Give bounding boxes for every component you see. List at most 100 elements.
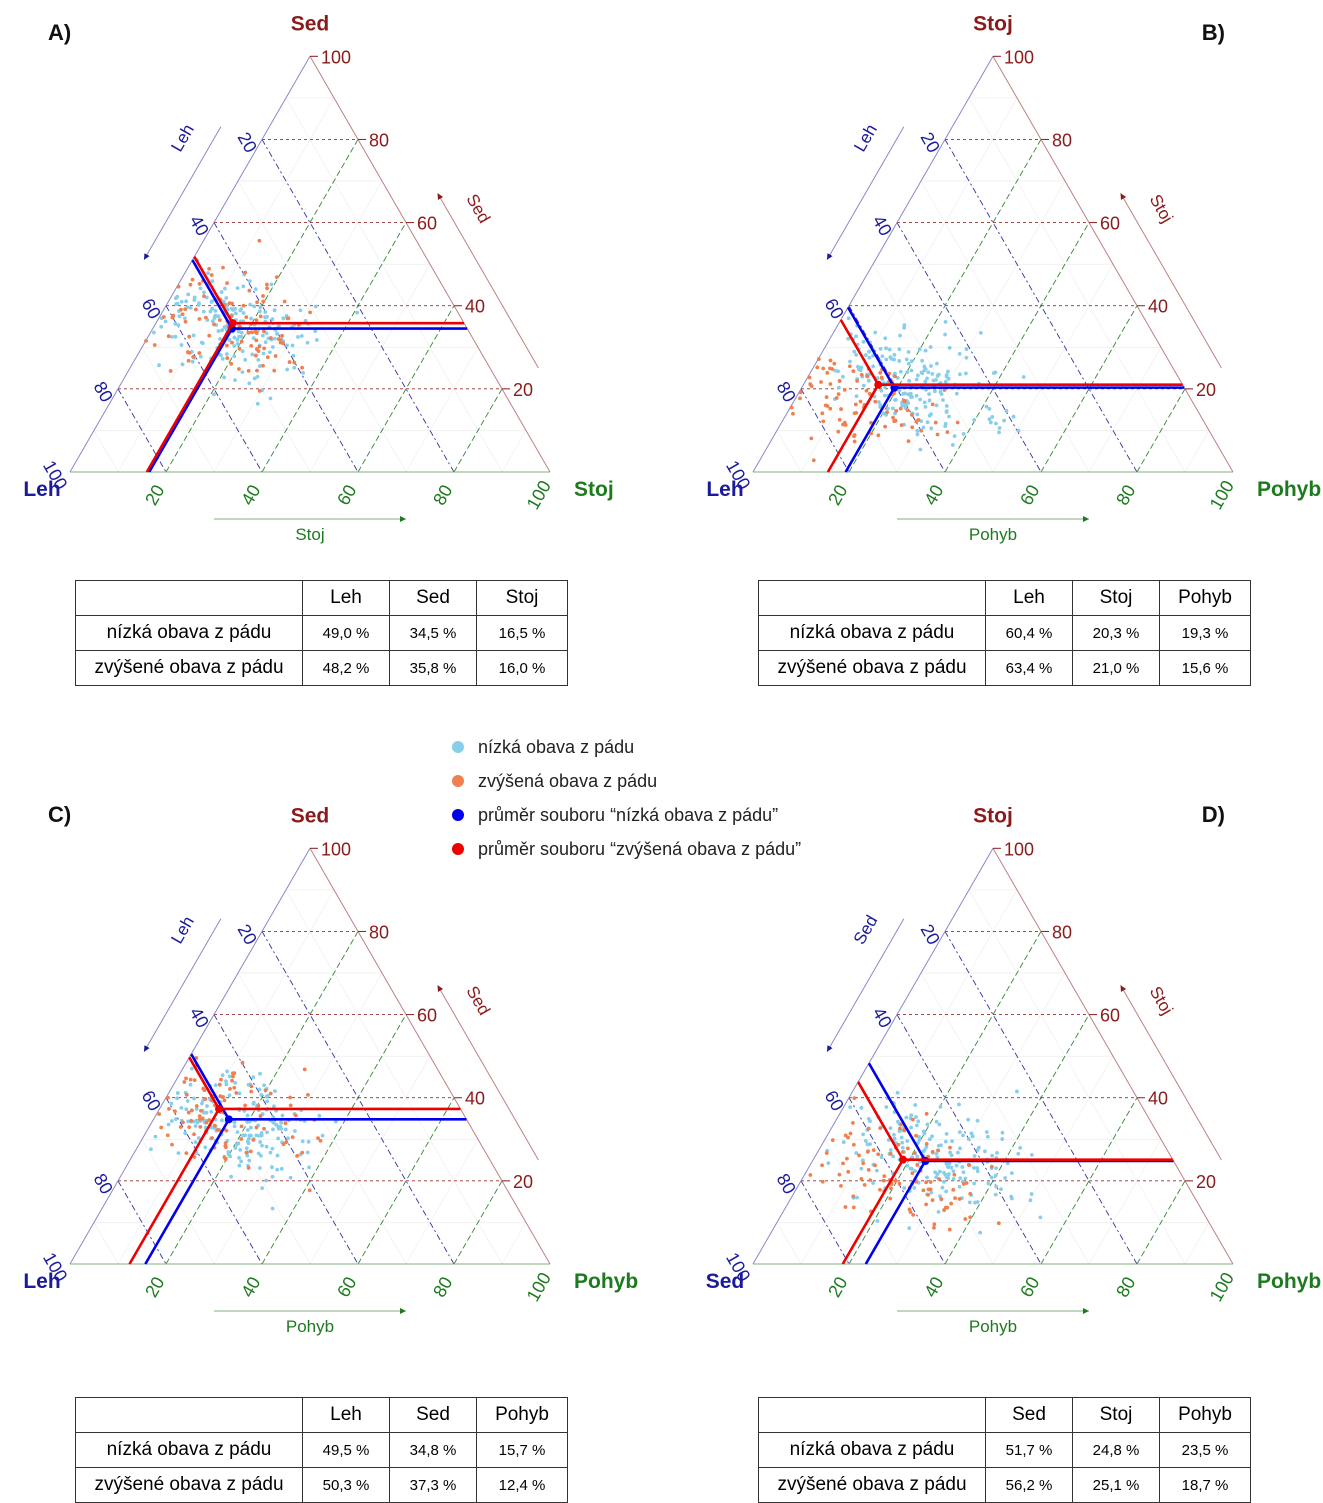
tick-label-top: 20 bbox=[1196, 380, 1216, 400]
point-low bbox=[227, 1074, 232, 1079]
point-high bbox=[866, 1167, 871, 1172]
tick-label-right: 20 bbox=[824, 481, 851, 508]
point-low bbox=[263, 315, 267, 319]
point-low bbox=[994, 1166, 999, 1171]
point-low bbox=[964, 355, 969, 360]
point-low bbox=[229, 306, 234, 311]
point-low bbox=[307, 1165, 311, 1170]
point-high bbox=[937, 1177, 941, 1181]
point-low bbox=[938, 1169, 942, 1174]
point-high bbox=[207, 1118, 212, 1122]
left-axis-arrow bbox=[826, 126, 905, 261]
point-high bbox=[186, 1110, 191, 1115]
point-low bbox=[949, 1153, 954, 1158]
grid-line-left bbox=[237, 180, 407, 473]
table-cell: 24,8 % bbox=[1072, 1432, 1160, 1468]
point-high bbox=[908, 1210, 913, 1214]
point-high bbox=[288, 1095, 293, 1100]
point-low bbox=[176, 1151, 181, 1155]
point-low bbox=[915, 373, 920, 378]
point-low bbox=[233, 1146, 238, 1150]
point-low bbox=[259, 1130, 264, 1135]
grid-line-right bbox=[309, 264, 431, 473]
point-high bbox=[184, 1092, 189, 1097]
table-header: Stoj bbox=[1072, 580, 1160, 616]
point-high bbox=[210, 1136, 214, 1140]
point-low bbox=[995, 1150, 999, 1155]
point-low bbox=[923, 379, 928, 384]
point-low bbox=[233, 306, 238, 311]
point-low bbox=[909, 1113, 914, 1118]
point-high bbox=[262, 1126, 266, 1131]
tick-label-top: 40 bbox=[1148, 297, 1168, 317]
point-low bbox=[854, 352, 859, 357]
point-low bbox=[276, 1136, 281, 1141]
point-high bbox=[821, 366, 826, 371]
point-low bbox=[225, 1069, 229, 1074]
point-low bbox=[972, 1166, 976, 1170]
point-high bbox=[957, 1197, 962, 1201]
point-high bbox=[239, 339, 244, 344]
point-high bbox=[882, 1174, 887, 1179]
point-high bbox=[888, 1151, 893, 1156]
table-cell: 20,3 % bbox=[1072, 615, 1160, 651]
point-high bbox=[910, 1171, 915, 1176]
table-row: zvýšené obava z pádu 63,4 % 21,0 % 15,6 % bbox=[758, 650, 1251, 686]
right-edge bbox=[309, 848, 551, 1265]
point-low bbox=[956, 1150, 960, 1155]
point-low bbox=[944, 373, 949, 377]
point-high bbox=[952, 1172, 957, 1177]
point-low bbox=[931, 378, 936, 383]
point-low bbox=[863, 353, 868, 357]
point-high bbox=[256, 1103, 261, 1108]
point-high bbox=[930, 1198, 935, 1203]
point-high bbox=[232, 1085, 237, 1090]
point-high bbox=[253, 353, 258, 358]
grid-line-right bbox=[117, 889, 335, 1265]
point-low bbox=[233, 378, 237, 383]
point-low bbox=[854, 1151, 859, 1155]
vertex-label-right: Pohyb bbox=[1257, 478, 1321, 501]
point-low bbox=[313, 304, 318, 309]
point-high bbox=[159, 1125, 164, 1130]
point-low bbox=[270, 1206, 275, 1211]
table-cell: 51,7 % bbox=[985, 1432, 1073, 1468]
table-cell: 12,4 % bbox=[476, 1467, 568, 1503]
point-low bbox=[249, 316, 254, 321]
point-low bbox=[947, 1161, 952, 1166]
point-high bbox=[851, 1194, 856, 1199]
point-low bbox=[166, 1122, 171, 1127]
point-high bbox=[157, 1112, 162, 1116]
point-low bbox=[867, 355, 872, 360]
point-high bbox=[246, 330, 251, 335]
point-low bbox=[226, 1150, 231, 1154]
point-low bbox=[197, 301, 201, 306]
point-high bbox=[281, 341, 286, 346]
point-low bbox=[826, 1161, 831, 1166]
point-low bbox=[1015, 1089, 1019, 1094]
table-header: Pohyb bbox=[1159, 580, 1251, 616]
point-high bbox=[224, 1145, 228, 1150]
point-high bbox=[255, 368, 259, 373]
point-high bbox=[170, 1142, 174, 1147]
table-row-label: zvýšené obava z pádu bbox=[758, 1467, 986, 1503]
point-low bbox=[909, 395, 913, 399]
point-low bbox=[916, 1119, 921, 1124]
grid-line-right bbox=[405, 347, 479, 473]
point-high bbox=[848, 1131, 853, 1136]
point-low bbox=[887, 347, 892, 352]
point-high bbox=[254, 338, 259, 343]
point-high bbox=[906, 439, 911, 444]
point-low bbox=[922, 364, 927, 369]
point-high bbox=[947, 1227, 952, 1232]
point-low bbox=[852, 349, 857, 354]
point-low bbox=[259, 1092, 264, 1097]
point-low bbox=[225, 352, 229, 356]
point-low bbox=[333, 1119, 338, 1124]
point-high bbox=[864, 388, 869, 393]
point-high bbox=[168, 369, 173, 373]
left-edge bbox=[69, 56, 311, 473]
point-high bbox=[939, 1197, 944, 1201]
tick-label-top: 100 bbox=[1004, 47, 1034, 67]
right-edge bbox=[992, 56, 1234, 473]
